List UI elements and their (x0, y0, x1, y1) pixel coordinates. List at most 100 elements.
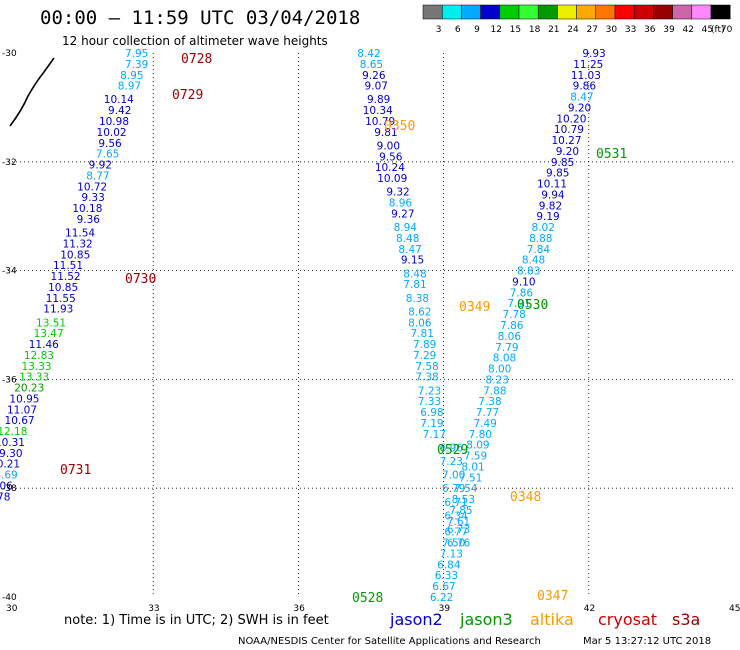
color-scale-swatch (518, 4, 539, 20)
color-scale-swatch (499, 4, 520, 20)
wave-height-value: 9.81 (374, 127, 397, 139)
color-scale-swatch (537, 4, 558, 20)
color-scale-swatch (576, 4, 597, 20)
wave-height-value: 11.46 (29, 339, 59, 351)
color-scale-tick: 39 (663, 25, 675, 35)
wave-height-value: 8.53 (452, 494, 475, 506)
wave-height-value: 11.54 (65, 228, 95, 240)
wave-height-value: 8.23 (486, 374, 509, 386)
legend-s3a: s3a (672, 610, 700, 629)
wave-height-value: 8.95 (120, 70, 143, 82)
wave-height-value: 7.80 (469, 429, 492, 441)
wave-height-value: 8.47 (398, 244, 421, 256)
wave-height-value: 10.02 (97, 127, 127, 139)
color-scale-swatch (422, 4, 443, 20)
color-scale-tick: 3 (436, 25, 442, 35)
chart-title: 00:00 – 11:59 UTC 03/04/2018 (40, 7, 360, 29)
wave-height-value: 6.33 (435, 570, 458, 582)
wave-height-value: 9.20 (556, 146, 579, 158)
y-tick-label: -38 (2, 484, 17, 494)
wave-height-value: 10.31 (0, 437, 25, 449)
wave-height-value: 9.94 (541, 189, 565, 201)
wave-height-value: 7.91 (507, 298, 530, 310)
wave-height-value: 7.50 (442, 538, 465, 550)
wave-height-value: 8.88 (529, 233, 552, 245)
wave-height-value: 20.23 (14, 383, 44, 395)
wave-height-value: 9.85 (546, 168, 569, 180)
pass-time-label: 0349 (459, 300, 490, 315)
color-scale-tick: 15 (510, 25, 521, 35)
legend-jason2: jason2 (389, 610, 443, 629)
pass-time-label: 0729 (172, 88, 203, 103)
wave-height-value: 9.30 (0, 448, 23, 460)
wave-height-value: 8.69 (0, 470, 18, 482)
wave-height-value: 7.51 (459, 472, 482, 484)
wave-height-value: 9.89 (367, 94, 390, 106)
wave-height-value: 9.07 (365, 81, 388, 93)
wave-height-value: 9.10 (512, 276, 535, 288)
color-scale-swatch (691, 4, 712, 20)
coastline (9, 57, 55, 127)
pass-time-label: 0731 (60, 463, 91, 478)
wave-height-value: 11.06 (0, 480, 13, 492)
wave-height-value: 10.11 (537, 179, 567, 191)
color-scale-tick: 24 (567, 25, 579, 35)
wave-height-value: 10.98 (99, 116, 129, 128)
wave-height-values: 7.957.398.958.9710.149.4210.9810.029.567… (0, 48, 606, 604)
wave-height-value: 10.78 (0, 491, 10, 503)
wave-height-value: 9.93 (582, 48, 605, 60)
wave-height-value: 10.95 (9, 393, 39, 405)
wave-height-value: 11.07 (7, 404, 37, 416)
color-scale-swatch (557, 4, 577, 20)
wave-height-value: 10.79 (554, 124, 584, 136)
wave-height-value: 9.27 (391, 208, 414, 220)
wave-height-value: 9.56 (379, 151, 403, 163)
legend-jason3: jason3 (459, 610, 513, 629)
pass-time-label: 0730 (125, 272, 156, 287)
wave-height-value: 6.79 (442, 483, 465, 495)
wave-height-value: 7.88 (483, 385, 506, 397)
pass-time-label: 0347 (537, 589, 568, 604)
y-tick-label: -40 (2, 593, 17, 603)
wave-height-value: 10.85 (60, 249, 90, 261)
satellite-legend: jason2 jason3 altika cryosat s3a (389, 610, 700, 629)
wave-height-value: 7.85 (449, 505, 472, 517)
chart-subtitle: 12 hour collection of altimeter wave hei… (62, 34, 328, 48)
y-tick-label: -30 (2, 49, 17, 59)
wave-height-value: 9.92 (89, 160, 112, 172)
x-tick-label: 39 (439, 604, 451, 614)
color-scale-swatch (461, 4, 481, 20)
wave-height-value: 6.98 (420, 407, 443, 419)
color-scale-tick: 27 (586, 25, 597, 35)
wave-height-value: 10.20 (556, 113, 586, 125)
pass-time-label: 0348 (510, 490, 541, 505)
wave-height-value: 9.85 (551, 157, 574, 169)
color-scale-tick: 70 (721, 25, 733, 35)
wave-height-value: 6.22 (430, 592, 453, 604)
wave-height-value: 7.86 (500, 320, 524, 332)
wave-height-value: 7.33 (418, 396, 441, 408)
wave-height-value: 9.19 (536, 211, 559, 223)
wave-height-value: 10.21 (0, 459, 20, 471)
wave-height-value: 7.29 (413, 350, 436, 362)
wave-height-value: 8.47 (570, 92, 593, 104)
wave-height-value: 9.86 (573, 81, 597, 93)
wave-height-value: 9.56 (98, 138, 122, 150)
wave-height-value: 11.32 (63, 238, 93, 250)
x-tick-label: 30 (6, 604, 18, 614)
color-scale-swatch (710, 4, 731, 20)
wave-height-value: 11.03 (571, 70, 601, 82)
wave-height-value: 8.48 (396, 233, 419, 245)
wave-height-value: 13.47 (34, 328, 64, 340)
y-tick-label: -34 (2, 267, 17, 277)
color-scale-tick: 6 (455, 25, 461, 35)
wave-height-value: 6.71 (444, 497, 467, 509)
wave-height-value: 7.61 (447, 516, 470, 528)
x-tick-label: 36 (293, 604, 305, 614)
wave-height-value: 7.38 (478, 396, 501, 408)
wave-height-value: 13.33 (21, 361, 51, 373)
x-tick-label: 33 (148, 604, 159, 614)
wave-height-value: 9.20 (568, 102, 591, 114)
wave-height-value: 7.78 (502, 309, 525, 321)
